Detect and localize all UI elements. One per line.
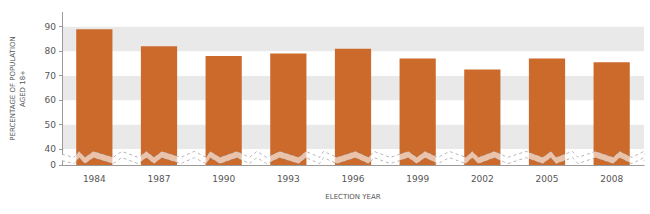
svg-text:1987: 1987 [148, 174, 171, 184]
svg-text:1984: 1984 [83, 174, 106, 184]
svg-text:70: 70 [45, 71, 57, 81]
svg-text:1999: 1999 [406, 174, 429, 184]
svg-text:2005: 2005 [536, 174, 559, 184]
svg-text:50: 50 [45, 120, 57, 130]
svg-text:1990: 1990 [212, 174, 235, 184]
svg-text:1996: 1996 [342, 174, 365, 184]
svg-text:ELECTION YEAR: ELECTION YEAR [325, 193, 380, 201]
svg-text:90: 90 [45, 22, 57, 32]
svg-text:40: 40 [45, 144, 57, 154]
svg-text:60: 60 [45, 95, 57, 105]
svg-text:80: 80 [45, 46, 57, 56]
svg-text:2008: 2008 [600, 174, 623, 184]
svg-text:0: 0 [50, 160, 56, 170]
svg-text:PERCENTAGE OF POPULATION: PERCENTAGE OF POPULATION [9, 36, 17, 140]
svg-text:1993: 1993 [277, 174, 300, 184]
svg-text:2002: 2002 [471, 174, 494, 184]
svg-text:AGED 18+: AGED 18+ [19, 70, 27, 107]
